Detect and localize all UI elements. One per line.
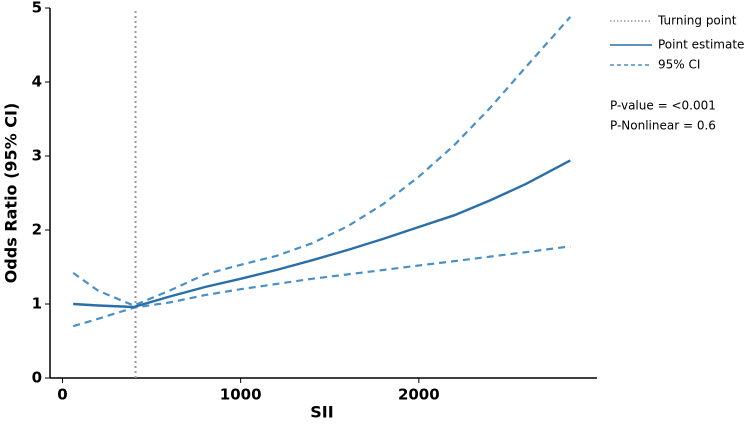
y-tick-label: 5 [32,0,42,17]
annotation: P-value = <0.001 [610,99,716,113]
legend-label: Point estimate [658,38,744,52]
y-tick-label: 1 [32,295,42,313]
estimate-line [73,159,571,309]
x-tick-label: 2000 [398,386,440,404]
y-tick-label: 2 [32,221,42,239]
x-axis-label: SII [310,403,333,422]
legend-label: Turning point [657,14,737,28]
ci-line [72,245,571,328]
annotation: P-Nonlinear = 0.6 [610,119,716,133]
legend-label: 95% CI [658,58,700,72]
ci-line [72,16,572,307]
x-tick-label: 0 [57,386,67,404]
y-axis-label: Odds Ratio (95% CI) [2,103,21,284]
y-tick-label: 3 [32,147,42,165]
x-tick-label: 1000 [220,386,262,404]
y-tick-label: 0 [32,369,42,387]
y-tick-label: 4 [32,73,42,91]
